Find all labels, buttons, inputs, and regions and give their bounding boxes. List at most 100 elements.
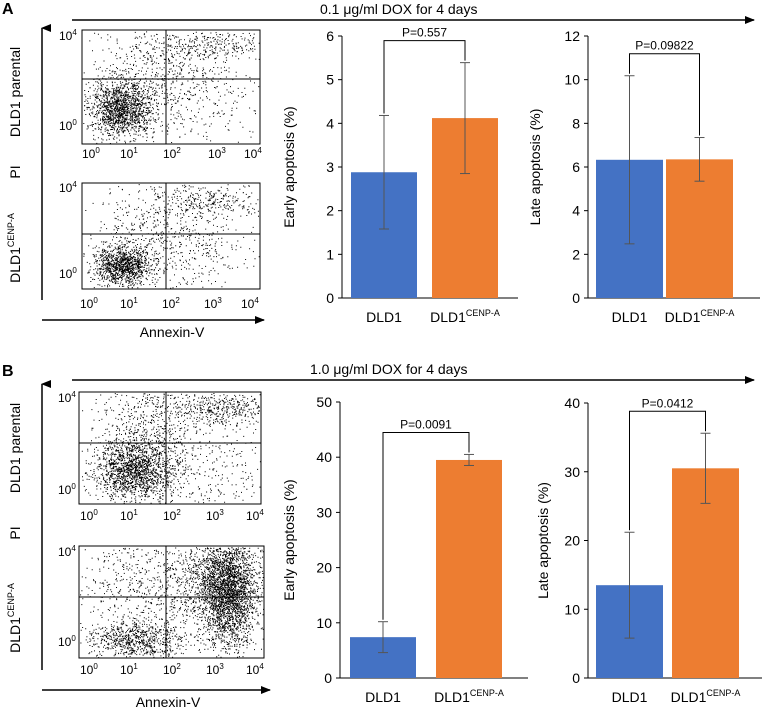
panel-a-row2-label: DLD1CENP-A [6,213,23,283]
panel-b-p2-ytick-bottom: 100 [58,634,76,649]
panel-b-p1-ytick-bottom: 100 [58,482,76,497]
category-label: DLD1CENP-A [665,308,735,325]
y-tick-label: 0 [572,670,580,686]
panel-b-flow-events-1 [81,393,261,504]
p-value-label: P=0.0412 [642,396,694,410]
category-label: DLD1CENP-A [434,688,504,705]
panel-a-p2-xtick-0: 100 [80,296,98,311]
flow-event-dots [83,31,260,144]
y-axis-label: Late apoptosis (%) [535,482,551,599]
panel-b-flow-plot-1 [78,391,262,505]
panel-a-p1-xtick-4: 104 [244,146,262,161]
panel-b-p2-xtick-3: 103 [206,662,224,677]
y-tick-label: 30 [316,504,332,520]
y-axis-label: Early apoptosis (%) [281,106,297,227]
y-tick-label: 6 [572,159,580,175]
panel-b-flow-plot-2 [78,545,265,659]
flow-event-dots [80,547,264,658]
panel-b-p1-xtick-4: 104 [246,508,264,523]
panel-b-p1-xtick-2: 102 [163,508,181,523]
panel-b: B 1.0 μg/ml DOX for 4 days PI Annexin-V … [2,361,762,710]
panel-b-p1-xtick-1: 101 [120,508,138,523]
panel-b-p2-xtick-0: 100 [80,662,98,677]
panel-b-row2-label: DLD1CENP-A [6,583,23,653]
panel-a: A 0.1 μg/ml DOX for 4 days PI Annexin-V … [2,1,760,340]
y-tick-label: 50 [316,394,332,410]
y-tick-label: 0 [326,290,334,306]
panel-a-flow-events-1 [83,31,260,144]
panel-a-p1-ytick-top: 104 [59,28,77,43]
panel-b-p2-xtick-4: 104 [246,662,264,677]
y-tick-label: 12 [564,28,580,44]
panel-a-p2-ytick-top: 104 [59,180,77,195]
panel-b-p1-xtick-3: 103 [206,508,224,523]
significance-bracket [383,40,466,114]
significance-bracket [382,431,470,620]
panel-a-p2-xtick-2: 102 [162,296,180,311]
panel-a-flow-plot-2 [81,182,261,290]
y-tick-label: 30 [564,464,580,480]
y-tick-label: 20 [564,533,580,549]
significance-bracket [629,53,700,136]
panel-a-p1-xtick-3: 103 [208,146,226,161]
panel-a-pi-label: PI [7,165,23,178]
panel-b-early-apoptosis-chart: 0 10 20 30 40 50 Early apoptosis (%) DLD1 DLD1CE… [281,394,528,705]
y-tick-label: 4 [326,115,334,131]
panel-a-p1-ytick-bottom: 100 [59,118,77,133]
panel-a-label: A [2,1,14,18]
panel-a-p1-xtick-2: 102 [163,146,181,161]
panel-b-annexin-label: Annexin-V [136,694,201,710]
panel-b-p1-xtick-0: 100 [80,508,98,523]
panel-b-p1-ytick-top: 104 [58,390,76,405]
p-value-label: P=0.09822 [635,39,694,53]
category-label: DLD1 [365,689,401,705]
significance-bracket [629,410,706,531]
panel-b-treatment-label: 1.0 μg/ml DOX for 4 days [310,361,467,377]
panel-a-late-apoptosis-chart: 0 2 4 6 8 10 12 Late apoptosis (%) DLD1 DLD1CENP-… [527,28,760,325]
panel-b-p2-xtick-2: 102 [163,662,181,677]
panel-a-p2-xtick-3: 103 [204,296,222,311]
y-tick-label: 0 [572,290,580,306]
flow-event-dots [83,184,260,289]
bar [436,459,502,678]
y-tick-label: 2 [572,246,580,262]
y-tick-label: 0 [324,670,332,686]
y-tick-label: 10 [564,601,580,617]
panel-a-row1-label: DLD1 parental [7,47,23,137]
y-tick-label: 8 [572,115,580,131]
panel-a-treatment-label: 0.1 μg/ml DOX for 4 days [320,1,477,17]
p-value-label: P=0.557 [402,26,447,40]
panel-a-early-apoptosis-chart: 0 1 2 3 4 5 6 Early apoptosis (%) DLD1 DLD1CENP-A… [281,26,518,325]
panel-a-p2-xtick-1: 101 [120,296,138,311]
panel-b-flow-events-2 [80,547,264,658]
category-label: DLD1 [612,689,648,705]
panel-a-p2-ytick-bottom: 100 [59,266,77,281]
category-label: DLD1CENP-A [671,688,741,705]
panel-a-p2-xtick-4: 104 [241,296,259,311]
y-tick-label: 40 [316,449,332,465]
y-tick-label: 2 [326,203,334,219]
y-tick-label: 10 [316,615,332,631]
p-value-label: P=0.0091 [400,417,452,431]
y-tick-label: 10 [564,72,580,88]
panel-b-p2-xtick-1: 101 [120,662,138,677]
category-label: DLD1CENP-A [430,308,500,325]
y-tick-label: 4 [572,203,580,219]
y-axis-label: Early apoptosis (%) [281,479,297,600]
panel-a-p1-xtick-1: 101 [120,146,138,161]
y-tick-label: 6 [326,28,334,44]
flow-event-dots [81,393,261,504]
panel-a-annexin-label: Annexin-V [140,324,205,340]
panel-b-label: B [2,363,14,380]
bar [666,159,733,298]
y-axis-label: Late apoptosis (%) [527,109,543,226]
panel-b-p2-ytick-top: 104 [58,544,76,559]
panel-b-pi-label: PI [7,526,23,539]
y-tick-label: 1 [326,246,334,262]
panel-a-flow-events-2 [83,184,260,289]
category-label: DLD1 [612,309,648,325]
panel-a-flow-plot-1 [81,29,261,145]
y-tick-label: 40 [564,395,580,411]
panel-b-late-apoptosis-chart: 0 10 20 30 40 Late apoptosis (%) DLD1 DLD1CENP-… [535,395,762,705]
